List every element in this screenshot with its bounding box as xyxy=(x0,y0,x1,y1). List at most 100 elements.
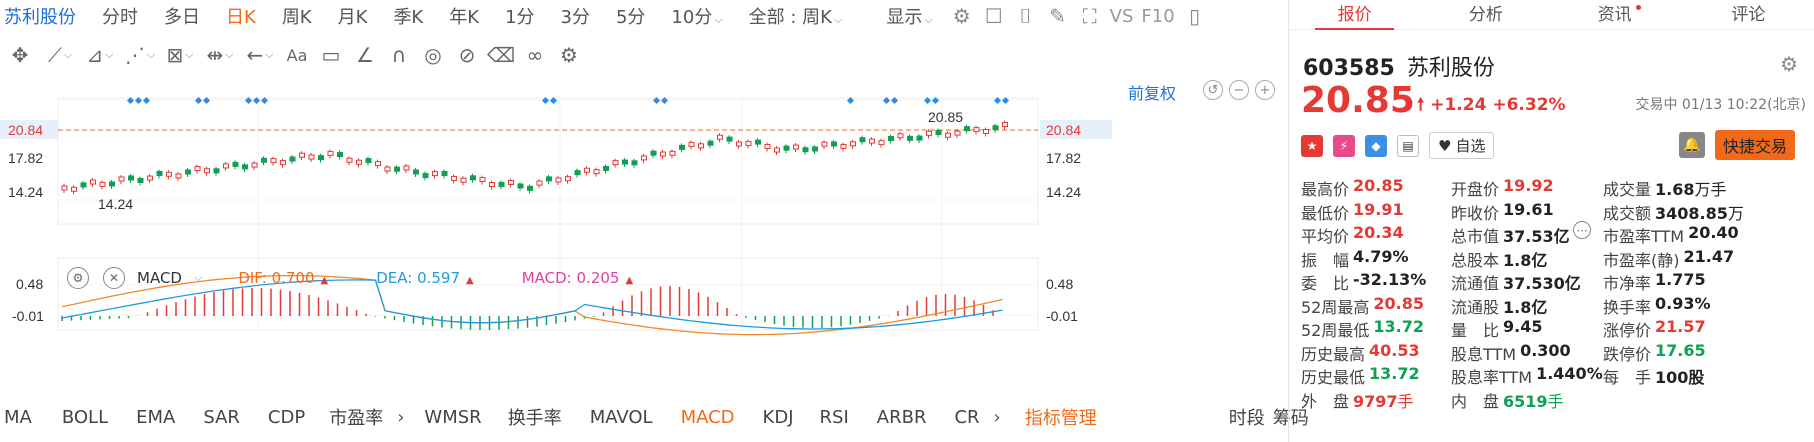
candle-body xyxy=(869,138,875,144)
settings-icon[interactable]: ⚙ xyxy=(560,43,578,67)
tab-weekly-k[interactable]: 周K xyxy=(281,7,312,28)
stock-name-link[interactable]: 苏利股份 xyxy=(4,7,76,28)
tab-intraday[interactable]: 分时 xyxy=(102,7,138,28)
trash-icon[interactable]: ⌫ xyxy=(486,43,516,67)
quick-trade-button[interactable]: 快捷交易 xyxy=(1715,130,1796,160)
tab-news[interactable]: 资讯 xyxy=(1552,0,1683,30)
tab-ema[interactable]: EMA xyxy=(136,406,176,428)
stat-label: 成交量 xyxy=(1603,180,1652,199)
kline-chart[interactable]: 20.84 17.82 14.24 20.84 17.82 14.24 20.85 14.24… xyxy=(0,70,1284,400)
watchlist-button[interactable]: ♥ 自选 xyxy=(1429,132,1495,159)
angle-tool-icon[interactable]: ∠ xyxy=(356,43,374,67)
display-menu[interactable]: 显示 ⌵ xyxy=(873,3,945,29)
tab-5min[interactable]: 5分 xyxy=(615,7,646,28)
tab-1min[interactable]: 1分 xyxy=(505,7,535,28)
candle-body xyxy=(147,175,153,181)
candle-body xyxy=(61,185,68,191)
tab-turnover[interactable]: 换手率 xyxy=(507,408,562,429)
tab-cdp[interactable]: CDP xyxy=(267,406,306,428)
tab-yearly-k[interactable]: 年K xyxy=(449,7,480,28)
sidebar-toggle-icon[interactable]: ▯ xyxy=(1189,4,1201,28)
gear-icon[interactable]: ⚙ xyxy=(1780,52,1798,76)
tab-wmsr[interactable]: WMSR xyxy=(424,406,482,428)
stat-label: 开盘价 xyxy=(1451,180,1500,199)
hide-icon[interactable]: ⊘ xyxy=(458,43,476,67)
candle-body xyxy=(479,177,486,183)
candle-body xyxy=(137,177,144,183)
candle-body xyxy=(403,165,410,171)
time-segment-button[interactable]: 时段 xyxy=(1228,408,1265,429)
gear-icon[interactable]: ⚙ xyxy=(67,267,89,289)
channel-tool-icon[interactable]: ⊿ ⌵ xyxy=(86,43,114,67)
tab-analysis[interactable]: 分析 xyxy=(1468,4,1503,25)
indicator-manage-button[interactable]: 指标管理 xyxy=(1024,408,1097,429)
candle-body xyxy=(546,176,552,182)
square-icon[interactable]: ☐ xyxy=(984,4,1003,28)
move-icon[interactable]: ✥ xyxy=(11,43,29,67)
candle-body xyxy=(128,175,134,181)
fullscreen-icon[interactable]: ⛶ xyxy=(1082,4,1097,28)
magnet-icon[interactable]: ∩ xyxy=(391,43,407,67)
candle-body xyxy=(555,177,562,183)
tab-macd[interactable]: MACD xyxy=(680,406,735,428)
chevron-down-icon[interactable]: ⌵ xyxy=(193,271,203,284)
tab-monthly-k[interactable]: 月K xyxy=(337,7,368,28)
comment-tool-icon[interactable]: ▭ xyxy=(321,43,341,67)
arrow-up-icon: ▲ xyxy=(320,275,329,286)
y-axis-label-right: 20.84 xyxy=(1046,122,1081,138)
stat-label: 股息TTM xyxy=(1451,344,1517,364)
measure-tool-icon[interactable]: ⇹ ⌵ xyxy=(206,43,234,67)
more-icon[interactable]: ⋯ xyxy=(1573,221,1591,239)
note-icon[interactable]: ▤ xyxy=(1397,134,1419,157)
tab-3min[interactable]: 3分 xyxy=(560,7,590,28)
candle-body xyxy=(508,179,514,185)
tab-quote[interactable]: 报价 xyxy=(1289,0,1420,30)
vs-button[interactable]: VS xyxy=(1109,5,1134,27)
link-icon[interactable]: ∞ xyxy=(526,43,544,67)
tab-pe[interactable]: 市盈率 xyxy=(329,408,384,429)
tab-comments[interactable]: 评论 xyxy=(1731,4,1766,25)
stat-unit: 手 xyxy=(1397,391,1414,411)
stat-label: 换手率 xyxy=(1603,297,1652,317)
signal-marker xyxy=(126,96,135,105)
candle-body xyxy=(460,177,467,183)
tab-arbr[interactable]: ARBR xyxy=(876,406,927,428)
lightning-icon[interactable]: ⚡ xyxy=(1333,134,1355,157)
pen-icon[interactable]: ✎ xyxy=(1049,4,1067,28)
zoom-in-icon[interactable]: + xyxy=(1255,80,1275,100)
tab-quarterly-k[interactable]: 季K xyxy=(393,7,424,28)
candle-body xyxy=(565,176,571,182)
undo-icon[interactable]: ↺ xyxy=(1203,80,1223,100)
price-adjust-button[interactable]: 前复权 xyxy=(1128,84,1177,103)
camera-icon[interactable]: ⌷ xyxy=(1019,4,1032,28)
tab-multi-day[interactable]: 多日 xyxy=(164,7,200,28)
eye-icon[interactable]: ◎ xyxy=(424,43,442,67)
chevron-right-icon[interactable]: › xyxy=(993,406,1001,428)
tab-boll[interactable]: BOLL xyxy=(61,406,109,428)
tab-sar[interactable]: SAR xyxy=(203,406,240,428)
stat-value: 20.85 xyxy=(1373,293,1424,313)
line-tool-icon[interactable]: ⟋ ⌵ xyxy=(47,43,73,67)
arrow-tool-icon[interactable]: ← ⌵ xyxy=(246,43,274,67)
text-tool-icon[interactable]: Aa xyxy=(286,45,308,65)
tab-cr[interactable]: CR xyxy=(954,406,980,428)
tag-icon[interactable]: ◆ xyxy=(1365,134,1387,157)
tab-mavol[interactable]: MAVOL xyxy=(589,406,653,428)
chevron-right-icon[interactable]: › xyxy=(397,406,405,428)
tab-10min-label: 10分 xyxy=(671,7,713,28)
range-select[interactable]: 全部 : 周K ⌵ xyxy=(736,3,856,29)
tab-10min[interactable]: 10分 ⌵ xyxy=(658,3,735,29)
chip-distribution-button[interactable]: 筹码 xyxy=(1272,408,1309,429)
zoom-out-icon[interactable]: − xyxy=(1229,80,1249,100)
wave-tool-icon[interactable]: ⋰ ⌵ xyxy=(124,43,156,67)
fib-tool-icon[interactable]: ⊠ ⌵ xyxy=(166,43,194,67)
f10-button[interactable]: F10 xyxy=(1141,5,1175,27)
tab-daily-k[interactable]: 日K xyxy=(226,7,256,28)
tab-rsi[interactable]: RSI xyxy=(819,406,849,428)
low-price-label: 14.24 xyxy=(98,196,133,212)
tab-ma[interactable]: MA xyxy=(4,406,32,428)
bell-icon[interactable]: 🔔 xyxy=(1679,132,1705,158)
tab-kdj[interactable]: KDJ xyxy=(762,406,794,428)
close-icon[interactable]: ✕ xyxy=(103,267,125,289)
gear-icon[interactable]: ⚙ xyxy=(952,4,971,28)
